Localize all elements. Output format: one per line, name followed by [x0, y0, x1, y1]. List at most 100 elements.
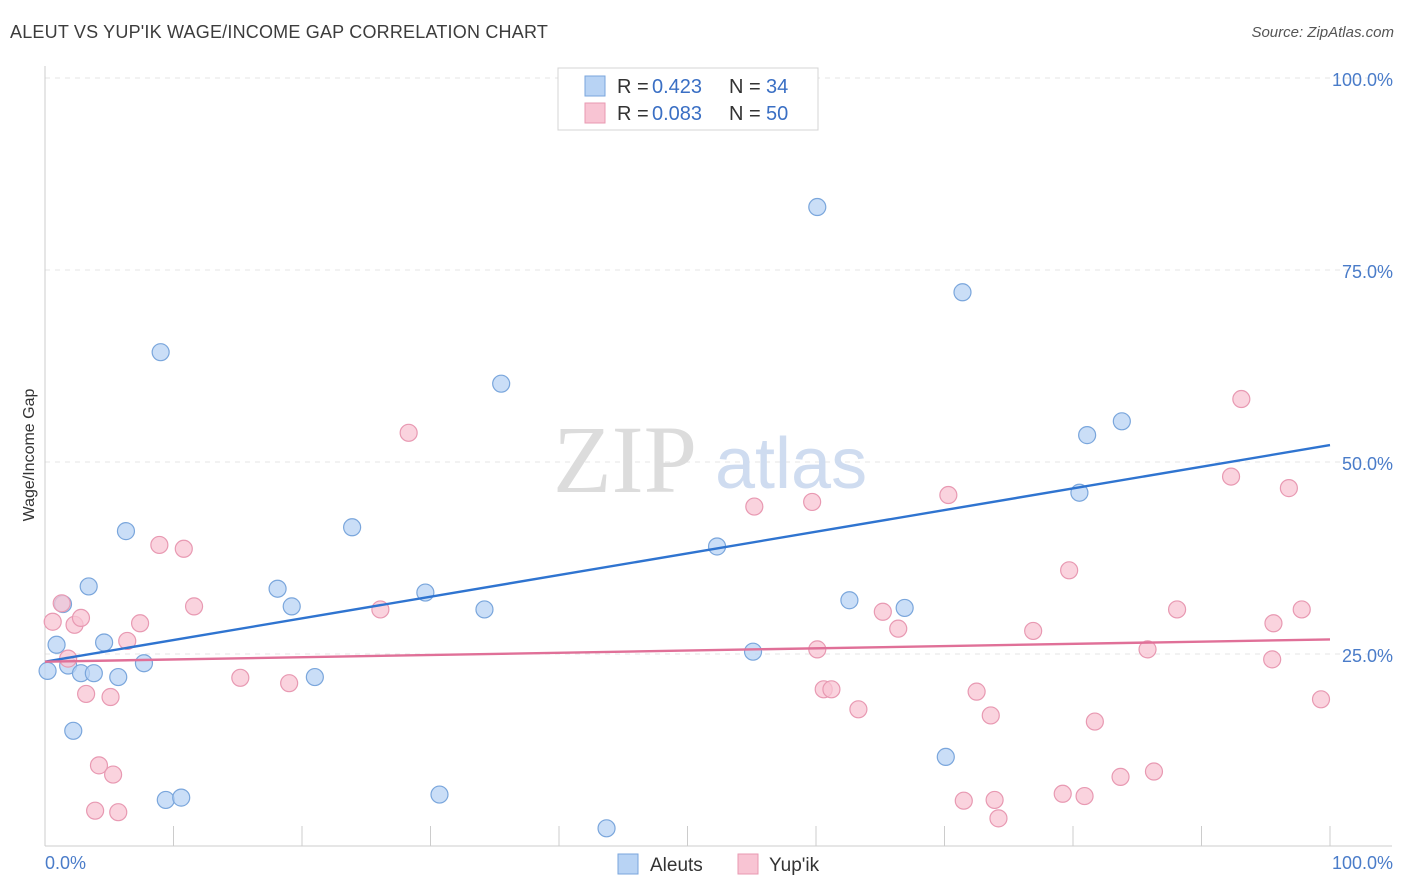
yupik-trend-line: [44, 638, 1331, 663]
aleut-point-20: [430, 785, 449, 804]
trend-lines: [44, 443, 1331, 663]
aleut-point-15: [268, 579, 287, 598]
yupik-point-14: [174, 539, 193, 558]
tick-labels: 25.0% 50.0% 75.0% 100.0% 0.0% 100.0%: [45, 70, 1393, 873]
yupik-point-35: [1053, 784, 1072, 803]
yupik-point-10: [109, 803, 128, 822]
yupik-point-21: [803, 492, 822, 512]
watermark-zip: ZIP: [553, 406, 697, 513]
aleut-point-4: [64, 721, 83, 740]
aleut-point-18: [343, 518, 362, 537]
yupik-point-29: [954, 791, 973, 810]
yupik-point-4: [71, 608, 91, 628]
yupik-point-13: [150, 535, 169, 555]
yupik-point-36: [1060, 561, 1079, 580]
aleut-points: [38, 197, 1131, 838]
yupik-point-40: [1138, 640, 1157, 659]
legend-swatch-yupik: [584, 102, 606, 124]
yupik-point-32: [985, 790, 1004, 810]
watermark: ZIP atlas: [553, 406, 867, 513]
yupik-point-27: [889, 619, 908, 638]
y-tick-label-75: 75.0%: [1342, 262, 1393, 282]
yupik-point-17: [280, 674, 299, 693]
yupik-point-34: [1024, 621, 1043, 641]
yupik-point-48: [1292, 600, 1311, 619]
aleut-point-30: [953, 283, 972, 302]
yupik-point-43: [1221, 467, 1241, 486]
correlation-legend: R = 0.423 N = 34 R = 0.083 N = 50: [557, 67, 819, 131]
legend-n-value-yupik: 50: [766, 103, 788, 125]
legend-n-label-aleut: N =: [729, 76, 761, 98]
aleut-point-17: [305, 667, 324, 687]
aleut-point-8: [95, 633, 114, 652]
aleut-point-22: [492, 374, 511, 393]
aleut-point-0: [38, 661, 57, 680]
yupik-point-45: [1263, 650, 1282, 669]
aleut-point-33: [1112, 412, 1131, 431]
yupik-points: [43, 389, 1331, 828]
grid-lines: [45, 77, 1392, 655]
aleut-point-10: [116, 522, 136, 541]
watermark-atlas: atlas: [715, 424, 867, 504]
yupik-point-15: [184, 597, 204, 616]
legend-n-value-aleut: 34: [766, 76, 788, 98]
aleut-point-11: [134, 654, 154, 673]
aleut-point-7: [84, 664, 103, 683]
legend-r-label-aleut: R =: [617, 76, 649, 98]
yupik-point-47: [1279, 479, 1298, 498]
legend-r-value-aleut: 0.423: [652, 76, 702, 98]
series-legend-label-yupik: Yup'ik: [769, 855, 820, 876]
aleut-point-26: [808, 197, 827, 217]
yupik-point-24: [822, 680, 841, 699]
chart-title: ALEUT VS YUP'IK WAGE/INCOME GAP CORRELAT…: [10, 22, 549, 42]
yupik-point-16: [231, 668, 250, 687]
yupik-point-38: [1085, 712, 1104, 731]
yupik-point-12: [130, 614, 150, 633]
source-label: Source: ZipAtlas.com: [1251, 24, 1394, 41]
aleut-point-14: [172, 788, 191, 807]
series-legend-label-aleuts: Aleuts: [650, 855, 703, 876]
y-tick-label-50: 50.0%: [1342, 454, 1393, 474]
aleut-trend-line: [44, 443, 1331, 663]
yupik-point-39: [1111, 767, 1130, 786]
aleut-point-23: [597, 819, 616, 838]
yupik-point-44: [1232, 389, 1251, 409]
yupik-point-25: [849, 700, 868, 719]
aleut-point-6: [79, 577, 98, 596]
aleut-point-27: [840, 591, 859, 610]
yupik-point-30: [967, 682, 986, 701]
yupik-point-1: [52, 594, 71, 613]
axes: [44, 66, 1392, 847]
yupik-point-33: [989, 809, 1008, 828]
aleut-point-32: [1078, 426, 1097, 445]
aleut-point-21: [475, 600, 494, 619]
aleut-point-1: [47, 635, 66, 654]
yupik-point-8: [101, 687, 120, 707]
legend-r-value-yupik: 0.083: [652, 103, 702, 125]
yupik-point-26: [873, 602, 892, 621]
x-tick-label-100: 100.0%: [1332, 853, 1393, 873]
yupik-point-37: [1075, 786, 1094, 806]
legend-n-label-yupik: N =: [729, 103, 761, 125]
y-axis-title: Wage/Income Gap: [21, 389, 38, 522]
y-tick-label-100: 100.0%: [1332, 70, 1393, 90]
yupik-point-11: [118, 631, 137, 651]
yupik-point-5: [77, 684, 96, 704]
series-legend: Aleuts Yup'ik: [617, 853, 820, 876]
aleut-point-16: [282, 597, 301, 616]
yupik-point-19: [399, 423, 418, 442]
yupik-point-49: [1311, 690, 1331, 709]
aleut-point-29: [936, 747, 955, 767]
yupik-point-20: [745, 497, 764, 516]
yupik-point-6: [86, 801, 105, 820]
x-tick-label-0: 0.0%: [45, 853, 86, 873]
yupik-point-46: [1264, 614, 1283, 633]
yupik-point-7: [89, 756, 109, 775]
aleut-point-13: [156, 790, 175, 810]
aleut-point-12: [151, 343, 170, 362]
yupik-point-0: [43, 612, 62, 631]
yupik-point-28: [939, 485, 958, 505]
aleut-point-25: [743, 642, 763, 661]
series-legend-swatch-yupik: [737, 853, 759, 875]
